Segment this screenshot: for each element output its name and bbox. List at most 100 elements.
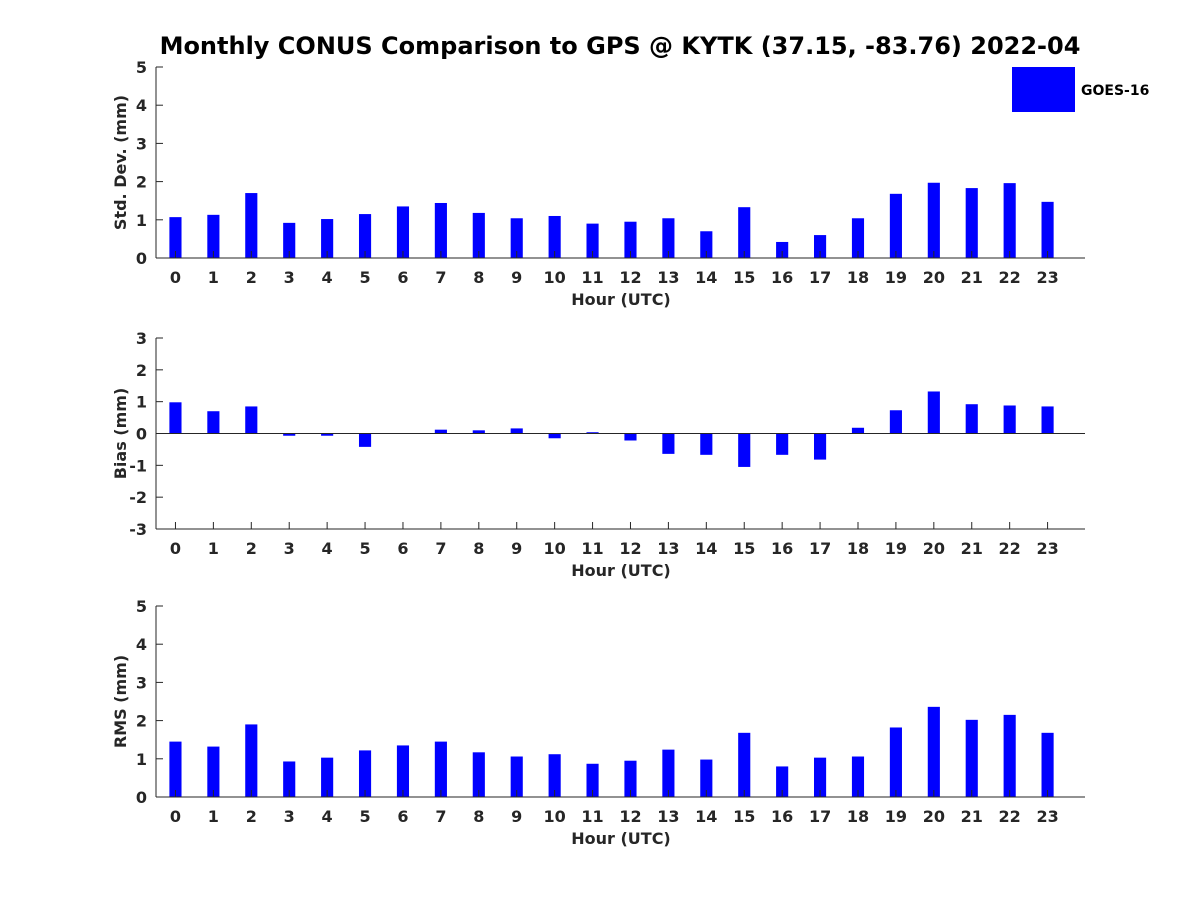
y-axis-label: Bias (mm): [111, 388, 130, 480]
bar-hour-12: [624, 433, 637, 441]
bar-hour-15: [738, 433, 751, 467]
bar-hour-23: [1041, 406, 1054, 434]
x-tick-label: 8: [473, 539, 484, 558]
bar-hour-15: [738, 732, 751, 797]
bar-hour-6: [396, 206, 410, 258]
bar-hour-18: [851, 756, 865, 797]
bar-hour-12: [624, 760, 637, 797]
bar-hour-16: [776, 241, 789, 258]
bar-hour-4: [321, 757, 334, 797]
x-tick-label: 1: [208, 807, 219, 826]
x-tick-label: 2: [246, 807, 257, 826]
bar-hour-14: [700, 231, 713, 258]
x-tick-label: 20: [923, 807, 945, 826]
x-axis-label: Hour (UTC): [571, 829, 671, 848]
x-tick-label: 8: [473, 807, 484, 826]
bar-hour-5: [358, 433, 372, 447]
y-tick-label: 1: [136, 393, 147, 412]
bar-hour-0: [169, 217, 182, 258]
x-tick-label: 23: [1036, 268, 1058, 287]
legend: GOES-16: [1012, 67, 1149, 112]
bar-hour-3: [283, 433, 296, 436]
y-tick-label: 1: [136, 211, 147, 230]
bar-hour-17: [814, 757, 827, 797]
bar-hour-3: [283, 761, 296, 797]
bar-hour-16: [776, 433, 789, 455]
x-tick-label: 5: [359, 539, 370, 558]
x-tick-label: 1: [208, 268, 219, 287]
y-axis-label: RMS (mm): [111, 655, 130, 748]
bar-hour-20: [927, 391, 940, 434]
x-tick-label: 1: [208, 539, 219, 558]
x-tick-label: 19: [885, 807, 907, 826]
bar-hour-16: [776, 766, 789, 797]
bar-hour-22: [1003, 405, 1016, 434]
bar-hour-11: [586, 763, 599, 797]
y-tick-label: 5: [136, 58, 147, 77]
bar-hour-10: [548, 215, 561, 258]
bar-hour-14: [700, 433, 713, 455]
bar-hour-7: [434, 429, 447, 434]
bar-hour-3: [283, 222, 296, 258]
x-tick-label: 15: [733, 268, 755, 287]
x-tick-label: 2: [246, 539, 257, 558]
x-tick-label: 12: [619, 268, 641, 287]
y-tick-label: 4: [136, 96, 147, 115]
legend-swatch: [1012, 67, 1075, 112]
x-tick-label: 14: [695, 807, 717, 826]
bar-hour-23: [1041, 201, 1054, 258]
bar-hour-4: [321, 219, 334, 258]
x-tick-label: 9: [511, 268, 522, 287]
x-tick-label: 16: [771, 539, 793, 558]
bar-hour-23: [1041, 732, 1054, 797]
bar-hour-5: [358, 750, 372, 797]
bar-hour-0: [169, 402, 182, 434]
x-tick-label: 21: [961, 539, 983, 558]
bar-hour-13: [662, 218, 675, 258]
x-tick-label: 21: [961, 807, 983, 826]
bar-hour-11: [586, 223, 599, 258]
x-tick-label: 6: [397, 807, 408, 826]
x-tick-label: 7: [435, 268, 446, 287]
y-tick-label: 0: [136, 249, 147, 268]
x-tick-label: 7: [435, 807, 446, 826]
x-tick-label: 20: [923, 539, 945, 558]
x-tick-label: 13: [657, 807, 679, 826]
bar-hour-4: [321, 433, 334, 436]
bar-hour-21: [965, 404, 978, 434]
bar-hour-14: [700, 759, 713, 797]
x-tick-label: 3: [284, 268, 295, 287]
y-tick-label: 3: [136, 329, 147, 348]
y-tick-label: 3: [136, 673, 147, 692]
x-tick-label: 6: [397, 539, 408, 558]
y-tick-label: 4: [136, 635, 147, 654]
x-tick-label: 17: [809, 268, 831, 287]
bar-hour-8: [472, 752, 485, 797]
x-tick-label: 4: [322, 268, 333, 287]
x-tick-label: 0: [170, 807, 181, 826]
bar-hour-12: [624, 221, 637, 258]
bar-hour-21: [965, 188, 978, 258]
legend-label: GOES-16: [1081, 83, 1149, 99]
figure-title: Monthly CONUS Comparison to GPS @ KYTK (…: [160, 32, 1081, 60]
x-tick-label: 15: [733, 539, 755, 558]
bar-hour-8: [472, 430, 485, 434]
x-tick-label: 14: [695, 268, 717, 287]
bar-hour-7: [434, 202, 447, 258]
bar-hour-5: [358, 214, 372, 258]
x-tick-label: 14: [695, 539, 717, 558]
bar-hour-18: [851, 427, 865, 434]
x-tick-label: 19: [885, 539, 907, 558]
bar-hour-2: [245, 406, 258, 434]
bar-hour-21: [965, 719, 978, 797]
bar-hour-8: [472, 212, 485, 258]
x-tick-label: 17: [809, 539, 831, 558]
bar-hour-1: [207, 746, 220, 797]
bar-hour-20: [927, 706, 940, 797]
y-tick-label: -2: [129, 488, 147, 507]
x-tick-label: 0: [170, 268, 181, 287]
x-tick-label: 22: [999, 539, 1021, 558]
bar-hour-22: [1003, 714, 1016, 797]
